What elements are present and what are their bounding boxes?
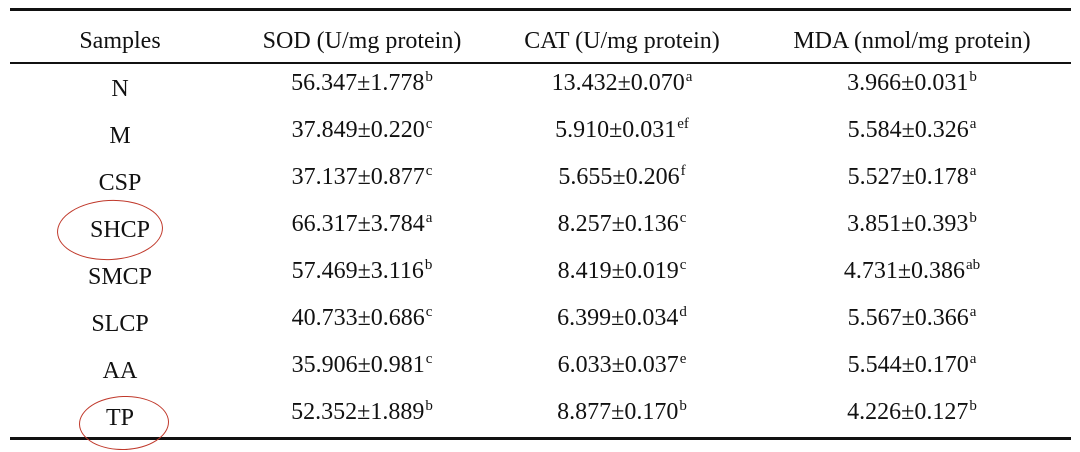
sod-value: 35.906±0.981	[291, 352, 425, 378]
sample-cell: CSP	[98, 170, 142, 196]
sod-cell: 57.469±3.116b	[292, 254, 433, 291]
mda-significance: b	[969, 69, 977, 85]
mda-cell: 4.731±0.386ab	[844, 254, 980, 291]
sod-value: 37.137±0.877	[291, 164, 425, 190]
cat-cell: 5.655±0.206f	[558, 160, 685, 197]
sod-significance: c	[425, 351, 433, 367]
cat-value: 13.432±0.070	[551, 70, 685, 96]
cat-significance: d	[679, 304, 687, 320]
mda-value: 5.544±0.170	[847, 352, 969, 378]
table-row: N 56.347±1.778b 13.432±0.070a 3.966±0.03…	[0, 66, 1080, 103]
sod-value: 57.469±3.116	[291, 258, 424, 284]
header-mda: MDA (nmol/mg protein)	[793, 28, 1031, 54]
mda-significance: a	[969, 351, 977, 367]
cat-significance: f	[680, 163, 686, 179]
cat-value: 8.877±0.170	[557, 399, 679, 425]
sod-significance: a	[425, 210, 433, 226]
cat-significance: a	[685, 69, 693, 85]
table-row: CSP 37.137±0.877c 5.655±0.206f 5.527±0.1…	[0, 160, 1080, 197]
mda-value: 5.567±0.366	[847, 305, 969, 331]
table-header-row: Samples SOD (U/mg protein) CAT (U/mg pro…	[0, 24, 1080, 58]
mda-significance: a	[969, 304, 977, 320]
cat-cell: 6.399±0.034d	[557, 301, 687, 338]
sample-cell: SHCP	[89, 217, 151, 243]
sod-value: 56.347±1.778	[291, 70, 425, 96]
cat-significance: e	[679, 351, 687, 367]
sod-cell: 35.906±0.981c	[292, 348, 433, 385]
mda-value: 4.731±0.386	[843, 258, 965, 284]
sod-value: 66.317±3.784	[291, 211, 425, 237]
mda-significance: a	[969, 163, 977, 179]
mda-significance: b	[969, 210, 977, 226]
sod-significance: b	[425, 69, 433, 85]
mda-cell: 5.527±0.178a	[848, 160, 977, 197]
cat-cell: 13.432±0.070a	[552, 66, 693, 103]
sod-value: 37.849±0.220	[291, 117, 425, 143]
sod-cell: 56.347±1.778b	[291, 66, 433, 103]
sod-significance: c	[425, 163, 433, 179]
sample-cell: AA	[102, 358, 138, 384]
mda-cell: 5.544±0.170a	[848, 348, 977, 385]
sod-cell: 37.849±0.220c	[292, 113, 433, 150]
sample-cell: SLCP	[91, 311, 149, 337]
mda-cell: 3.851±0.393b	[847, 207, 977, 244]
table-bottom-rule	[10, 437, 1071, 440]
sod-significance: b	[425, 398, 433, 414]
cat-value: 8.419±0.019	[557, 258, 679, 284]
sod-cell: 52.352±1.889b	[291, 395, 433, 432]
mda-value: 3.966±0.031	[847, 70, 969, 96]
sample-cell: M	[109, 123, 131, 149]
mda-value: 5.527±0.178	[847, 164, 969, 190]
table-row: SHCP 66.317±3.784a 8.257±0.136c 3.851±0.…	[0, 207, 1080, 244]
mda-cell: 4.226±0.127b	[847, 395, 977, 432]
header-sod: SOD (U/mg protein)	[262, 28, 462, 54]
table-top-rule	[10, 8, 1071, 11]
mda-cell: 5.584±0.326a	[848, 113, 977, 150]
header-cat: CAT (U/mg protein)	[524, 28, 720, 54]
mda-cell: 5.567±0.366a	[848, 301, 977, 338]
mda-significance: a	[969, 116, 977, 132]
cat-value: 6.033±0.037	[557, 352, 679, 378]
cat-value: 5.655±0.206	[558, 164, 680, 190]
sod-cell: 37.137±0.877c	[292, 160, 433, 197]
mda-value: 3.851±0.393	[847, 211, 969, 237]
cat-significance: b	[679, 398, 687, 414]
cat-cell: 6.033±0.037e	[558, 348, 687, 385]
sod-significance: c	[425, 116, 433, 132]
mda-significance: b	[969, 398, 977, 414]
mda-cell: 3.966±0.031b	[847, 66, 977, 103]
cat-significance: c	[679, 257, 687, 273]
mda-value: 5.584±0.326	[847, 117, 969, 143]
cat-value: 6.399±0.034	[557, 305, 679, 331]
mda-significance: ab	[966, 257, 981, 273]
header-samples: Samples	[79, 28, 161, 54]
cat-significance: ef	[677, 116, 689, 132]
table-header-rule	[10, 62, 1071, 64]
sample-cell: N	[111, 76, 129, 102]
cat-value: 8.257±0.136	[557, 211, 679, 237]
cat-cell: 8.257±0.136c	[558, 207, 687, 244]
cat-cell: 8.877±0.170b	[557, 395, 687, 432]
cat-significance: c	[679, 210, 687, 226]
table-row: M 37.849±0.220c 5.910±0.031ef 5.584±0.32…	[0, 113, 1080, 150]
table-row: SMCP 57.469±3.116b 8.419±0.019c 4.731±0.…	[0, 254, 1080, 291]
table-row: AA 35.906±0.981c 6.033±0.037e 5.544±0.17…	[0, 348, 1080, 385]
sod-cell: 66.317±3.784a	[292, 207, 433, 244]
cat-value: 5.910±0.031	[555, 117, 677, 143]
sample-cell: SMCP	[87, 264, 153, 290]
mda-value: 4.226±0.127	[847, 399, 969, 425]
cat-cell: 8.419±0.019c	[558, 254, 687, 291]
sod-significance: b	[424, 257, 433, 273]
sod-significance: c	[425, 304, 433, 320]
sod-value: 52.352±1.889	[291, 399, 425, 425]
table-row: TP 52.352±1.889b 8.877±0.170b 4.226±0.12…	[0, 395, 1080, 432]
sod-value: 40.733±0.686	[291, 305, 425, 331]
sample-cell: TP	[105, 405, 135, 431]
sod-cell: 40.733±0.686c	[292, 301, 433, 338]
table-row: SLCP 40.733±0.686c 6.399±0.034d 5.567±0.…	[0, 301, 1080, 338]
cat-cell: 5.910±0.031ef	[555, 113, 689, 150]
